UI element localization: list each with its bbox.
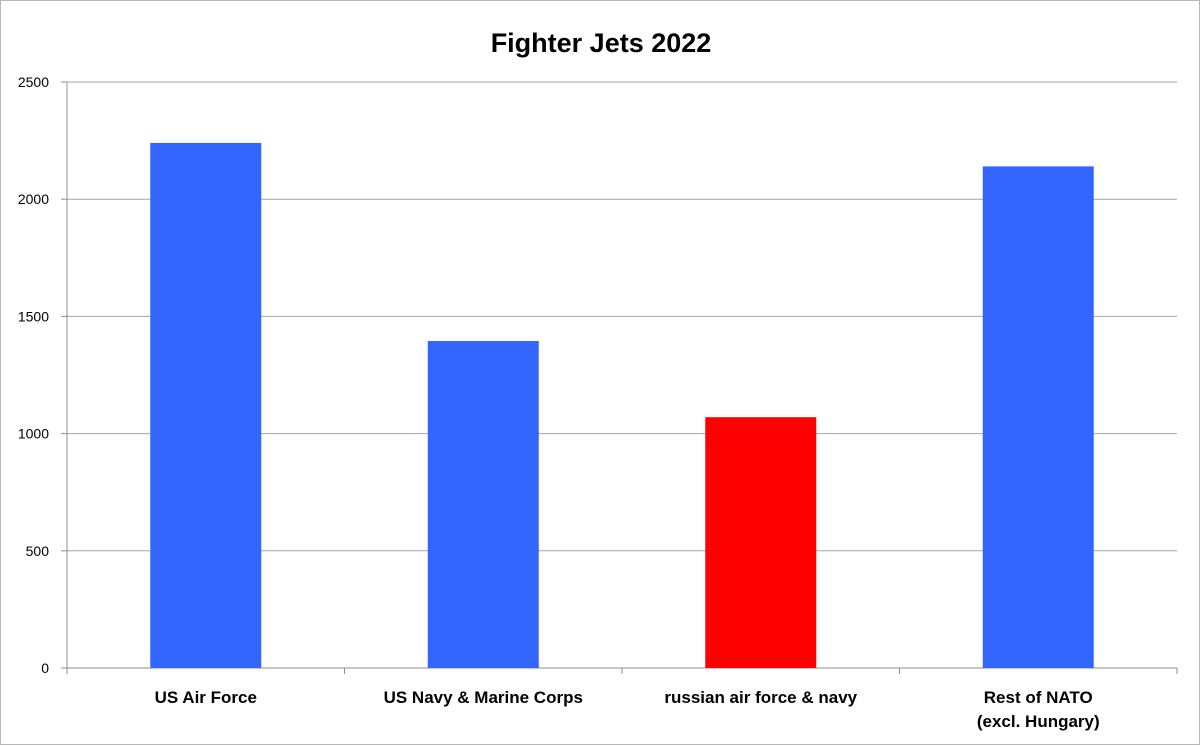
bar bbox=[705, 417, 817, 668]
bar bbox=[982, 166, 1094, 668]
y-tick-label: 500 bbox=[26, 543, 50, 559]
y-tick-label: 0 bbox=[41, 660, 49, 676]
bars bbox=[150, 142, 1094, 669]
y-tick-label: 2500 bbox=[18, 74, 49, 90]
chart-title: Fighter Jets 2022 bbox=[491, 28, 712, 58]
x-tick-label: US Air Force bbox=[155, 688, 257, 707]
x-tick-label: russian air force & navy bbox=[664, 688, 857, 707]
y-tick-labels: 0 500 1000 1500 2000 2500 bbox=[18, 74, 49, 676]
x-tick-label: US Navy & Marine Corps bbox=[384, 688, 583, 707]
bar bbox=[427, 341, 539, 668]
y-tick-label: 2000 bbox=[18, 191, 49, 207]
x-tick-label: Rest of NATO bbox=[984, 688, 1093, 707]
x-tick-label: (excl. Hungary) bbox=[977, 712, 1100, 731]
x-tick-labels: US Air Force US Navy & Marine Corps russia… bbox=[155, 688, 1100, 731]
y-tick-label: 1500 bbox=[18, 308, 49, 324]
bar bbox=[150, 142, 262, 669]
y-tick-label: 1000 bbox=[18, 426, 49, 442]
